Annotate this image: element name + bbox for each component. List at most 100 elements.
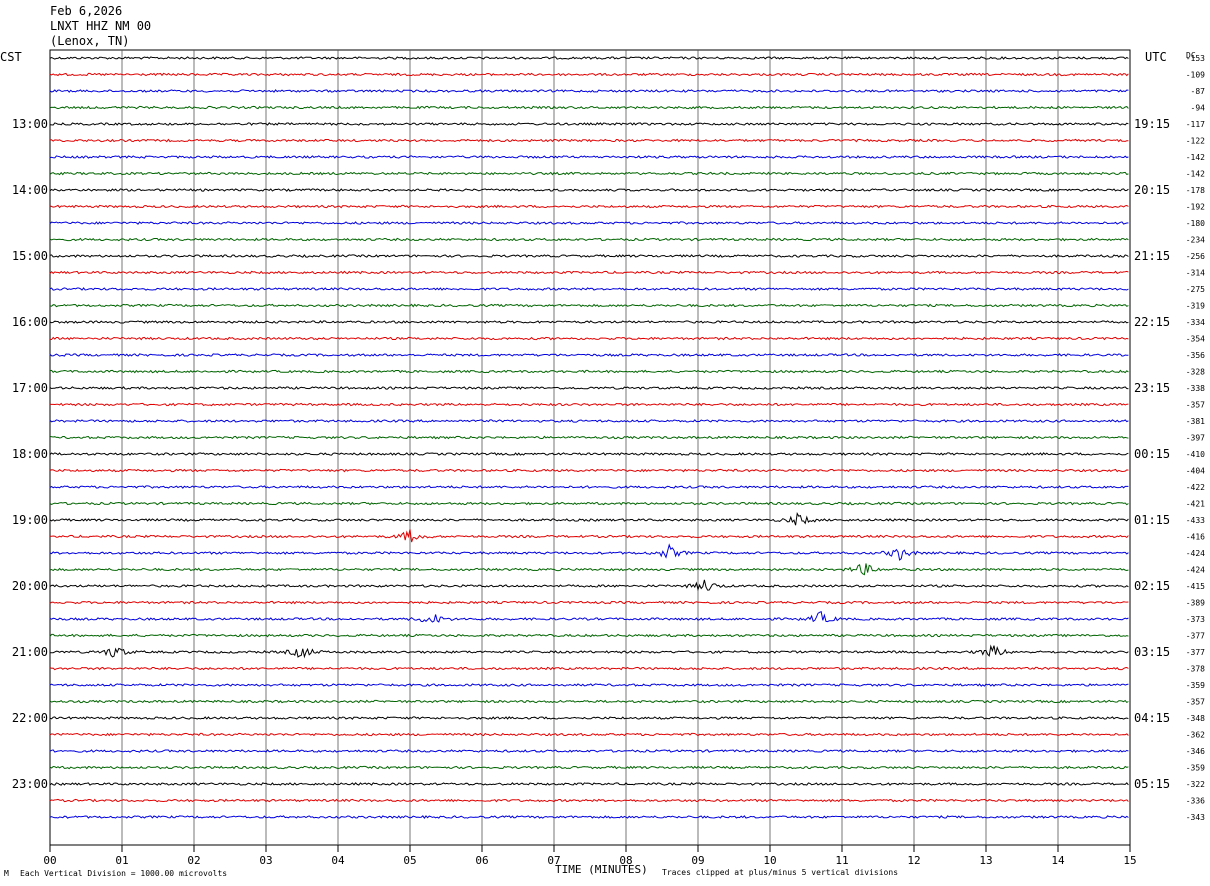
traces — [49, 56, 1129, 819]
seismic-trace — [49, 716, 1129, 720]
left-hour-label: 13:00 — [12, 117, 48, 131]
scale-note: M Each Vertical Division = 1000.00 micro… — [4, 869, 227, 878]
left-hour-label: 23:00 — [12, 777, 48, 791]
dc-offset-label: -357 — [1186, 401, 1205, 410]
dc-offset-label: -94 — [1191, 104, 1206, 113]
dc-offset-label: -404 — [1186, 467, 1205, 476]
header-date: Feb 6,2026 — [50, 4, 123, 18]
seismic-trace — [49, 501, 1129, 506]
x-tick-label: 10 — [763, 854, 776, 867]
x-tick-label: 02 — [187, 854, 200, 867]
dc-offset-label: -319 — [1186, 302, 1205, 311]
seismic-trace — [49, 237, 1129, 242]
dc-offset-label: -178 — [1186, 186, 1205, 195]
x-tick-label: 11 — [835, 854, 848, 867]
seismic-trace — [49, 543, 1129, 561]
seismic-trace — [49, 105, 1129, 110]
grid — [49, 49, 1131, 852]
seismic-trace — [49, 122, 1129, 126]
dc-offset-label: -192 — [1186, 203, 1205, 212]
dc-offset-label: -275 — [1186, 285, 1205, 294]
dc-offset-label: -343 — [1186, 813, 1205, 822]
seismic-trace — [49, 765, 1129, 770]
dc-offset-label: -346 — [1186, 747, 1205, 756]
seismic-trace — [49, 155, 1129, 159]
seismic-trace — [49, 683, 1129, 687]
seismic-trace — [49, 611, 1129, 623]
dc-offset-label: -328 — [1186, 368, 1205, 377]
x-tick-label: 14 — [1051, 854, 1065, 867]
seismic-trace — [49, 89, 1129, 93]
seismic-trace — [49, 749, 1129, 753]
x-tick-label: 05 — [403, 854, 416, 867]
left-hour-label: 14:00 — [12, 183, 48, 197]
seismic-trace — [49, 402, 1129, 407]
seismic-trace — [49, 485, 1129, 489]
seismic-trace — [49, 353, 1129, 357]
left-hour-label: 18:00 — [12, 447, 48, 461]
seismic-trace — [49, 600, 1129, 605]
dc-offset-label: -357 — [1186, 698, 1205, 707]
seismic-trace — [49, 468, 1129, 473]
x-axis-label: TIME (MINUTES) — [555, 863, 648, 876]
dc-offset-label: -410 — [1186, 450, 1205, 459]
seismic-trace — [49, 732, 1129, 737]
seismic-trace — [49, 435, 1129, 440]
dc-offset-label: -377 — [1186, 648, 1205, 657]
seismic-trace — [49, 815, 1129, 819]
left-hour-label: 20:00 — [12, 579, 48, 593]
right-hour-label: 03:15 — [1134, 645, 1170, 659]
seismic-trace — [49, 633, 1129, 638]
dc-offset-label: -87 — [1191, 87, 1206, 96]
x-tick-label: 15 — [1123, 854, 1136, 867]
dc-offset-label: -359 — [1186, 681, 1205, 690]
left-hour-label: 19:00 — [12, 513, 48, 527]
right-hour-label: 04:15 — [1134, 711, 1170, 725]
dc-offset-label: -389 — [1186, 599, 1205, 608]
x-tick-label: 06 — [475, 854, 488, 867]
plot-frame — [49, 49, 1131, 846]
dc-offset-label: -378 — [1186, 665, 1205, 674]
right-hour-label: 01:15 — [1134, 513, 1170, 527]
dc-offset-label: -234 — [1186, 236, 1205, 245]
dc-offset-label: -362 — [1186, 731, 1205, 740]
x-tick-label: 13 — [979, 854, 992, 867]
seismic-trace — [49, 798, 1129, 803]
dc-offset-label: -153 — [1186, 54, 1205, 63]
seismic-trace — [49, 138, 1129, 143]
x-tick-label: 07 — [547, 854, 560, 867]
dc-offset-label: -381 — [1186, 417, 1205, 426]
right-hour-label: 20:15 — [1134, 183, 1170, 197]
seismic-trace — [49, 287, 1129, 291]
dc-offset-label: -424 — [1186, 566, 1205, 575]
dc-offset-label: -117 — [1186, 120, 1205, 129]
seismic-trace — [49, 221, 1129, 225]
seismic-trace — [49, 320, 1129, 324]
seismic-trace — [49, 699, 1129, 704]
dc-offset-label: -424 — [1186, 549, 1205, 558]
seismic-trace — [49, 563, 1129, 576]
seismic-trace — [49, 419, 1129, 423]
x-tick-label: 09 — [691, 854, 704, 867]
dc-offset-label: -109 — [1186, 71, 1205, 80]
dc-offset-label: -142 — [1186, 153, 1205, 162]
seismic-trace — [49, 254, 1129, 258]
dc-offset-label: -322 — [1186, 780, 1205, 789]
seismic-trace — [49, 782, 1129, 786]
right-hour-label: 21:15 — [1134, 249, 1170, 263]
dc-offset-label: -180 — [1186, 219, 1205, 228]
seismic-trace — [49, 72, 1129, 77]
seismic-trace — [49, 204, 1129, 209]
seismic-trace — [49, 56, 1129, 60]
seismic-trace — [49, 666, 1129, 671]
seismic-trace — [49, 452, 1129, 456]
seismic-trace — [49, 386, 1129, 390]
dc-offset-label: -256 — [1186, 252, 1205, 261]
dc-offset-label: -122 — [1186, 137, 1205, 146]
clip-note: Traces clipped at plus/minus 5 vertical … — [662, 868, 898, 877]
dc-offset-label: -433 — [1186, 516, 1205, 525]
seismic-trace — [49, 369, 1129, 374]
x-tick-label: 01 — [115, 854, 128, 867]
dc-offset-label: -415 — [1186, 582, 1205, 591]
